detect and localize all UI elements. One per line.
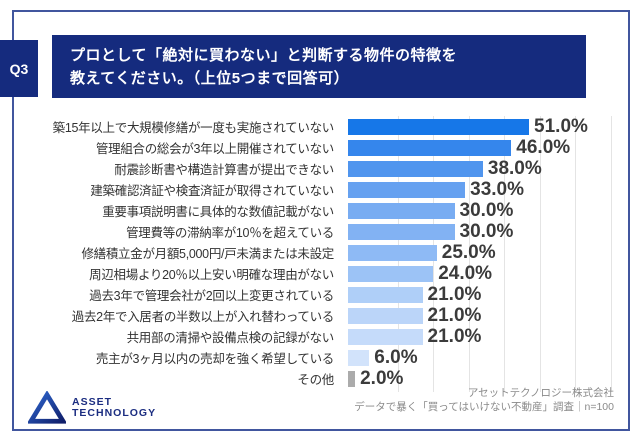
bar-zone: 21.0%	[348, 284, 482, 305]
question-number-badge: Q3	[0, 40, 38, 97]
row-label: 売主が3ヶ月以内の売却を強く希望している	[95, 352, 334, 366]
chart-row: 管理費等の滞納率が10％を超えている 30.0%	[14, 221, 626, 242]
bar	[348, 223, 455, 240]
chart-row: 建築確認済証や検査済証が取得されていない 33.0%	[14, 179, 626, 200]
value-label: 38.0%	[487, 158, 542, 179]
asset-technology-logo: ASSET TECHNOLOGY	[28, 391, 156, 425]
value-label: 2.0%	[360, 368, 404, 389]
row-label: 過去3年で管理会社が2回以上変更されている	[89, 289, 334, 303]
bar	[348, 160, 483, 177]
row-label: その他	[297, 373, 334, 387]
value-label: 33.0%	[470, 179, 525, 200]
value-label: 25.0%	[441, 242, 496, 263]
bar	[348, 202, 455, 219]
bar	[348, 307, 423, 324]
chart-row: 過去2年で入居者の半数以上が入れ替わっている 21.0%	[14, 305, 626, 326]
bar-zone: 2.0%	[348, 368, 404, 389]
chart-row: 築15年以上で大規模修繕が一度も実施されていない 51.0%	[14, 116, 626, 137]
logo-word-asset: ASSET	[72, 396, 113, 408]
logo-word-technology: TECHNOLOGY	[72, 407, 157, 419]
bar	[348, 265, 434, 282]
source-attribution: アセットテクノロジー株式会社 データで暴く「買ってはいけない不動産」調査｜n=1…	[354, 386, 614, 414]
gridline	[539, 116, 541, 392]
value-label: 24.0%	[438, 263, 493, 284]
gridline	[504, 116, 505, 392]
row-label: 過去2年で入居者の半数以上が入れ替わっている	[71, 310, 335, 324]
bar-zone: 21.0%	[348, 326, 482, 347]
gridline	[575, 116, 576, 392]
value-label: 46.0%	[516, 137, 571, 158]
chart-row: 耐震診断書や構造計算書が提出できない 38.0%	[14, 158, 626, 179]
question-title: プロとして「絶対に買わない」と判断する物件の特徴を 教えてください。（上位5つま…	[52, 35, 586, 98]
row-label: 管理費等の滞納率が10％を超えている	[126, 226, 334, 240]
bar	[348, 370, 356, 387]
chart-row: 共用部の清掃や設備点検の記録がない 21.0%	[14, 326, 626, 347]
bar	[348, 118, 530, 135]
chart-row: 修繕積立金が月額5,000円/戸未満または未設定 25.0%	[14, 242, 626, 263]
bar	[348, 328, 423, 345]
value-label: 21.0%	[427, 326, 482, 347]
bar	[348, 286, 423, 303]
chart-row: 管理組合の総会が3年以上開催されていない 46.0%	[14, 137, 626, 158]
bar-chart: 築15年以上で大規模修繕が一度も実施されていない 51.0% 管理組合の総会が3年以…	[14, 116, 626, 392]
chart-row: 売主が3ヶ月以内の売却を強く希望している 6.0%	[14, 347, 626, 368]
source-company: アセットテクノロジー株式会社	[467, 387, 614, 399]
question-title-line1: プロとして「絶対に買わない」と判断する物件の特徴を	[70, 46, 458, 64]
question-title-line2: 教えてください。（上位5つまで回答可）	[70, 69, 350, 87]
bar	[348, 244, 437, 261]
row-label: 管理組合の総会が3年以上開催されていない	[95, 142, 334, 156]
bar-zone: 24.0%	[348, 263, 493, 284]
bar	[348, 139, 512, 156]
row-label: 修繕積立金が月額5,000円/戸未満または未設定	[81, 247, 334, 261]
value-label: 21.0%	[427, 305, 482, 326]
value-label: 51.0%	[534, 116, 588, 137]
bar-zone: 46.0%	[348, 137, 571, 158]
bar	[348, 181, 466, 198]
bar-zone: 33.0%	[348, 179, 525, 200]
question-number-label: Q3	[9, 60, 29, 77]
row-label: 周辺相場より20％以上安い明確な理由がない	[89, 268, 334, 282]
row-label: 重要事項説明書に具体的な数値記載がない	[102, 205, 334, 219]
bar-zone: 25.0%	[348, 242, 496, 263]
bar-zone: 30.0%	[348, 200, 514, 221]
value-label: 21.0%	[427, 284, 482, 305]
chart-row: 重要事項説明書に具体的な数値記載がない 30.0%	[14, 200, 626, 221]
chart-row: 過去3年で管理会社が2回以上変更されている 21.0%	[14, 284, 626, 305]
gridline	[610, 116, 612, 392]
bar-zone: 38.0%	[348, 158, 542, 179]
chart-row: その他 2.0%	[14, 368, 626, 389]
value-label: 30.0%	[459, 221, 514, 242]
bar-zone: 6.0%	[348, 347, 418, 368]
source-survey: データで暴く「買ってはいけない不動産」調査｜n=100	[354, 401, 614, 413]
bar-zone: 30.0%	[348, 221, 514, 242]
bar-zone: 21.0%	[348, 305, 482, 326]
value-label: 30.0%	[459, 200, 514, 221]
row-label: 建築確認済証や検査済証が取得されていない	[90, 184, 334, 198]
row-label: 築15年以上で大規模修繕が一度も実施されていない	[52, 121, 335, 135]
chart-row: 周辺相場より20％以上安い明確な理由がない 24.0%	[14, 263, 626, 284]
triangle-logo-icon	[28, 391, 66, 424]
value-label: 6.0%	[374, 347, 418, 368]
bar-zone: 51.0%	[348, 116, 588, 137]
gridline	[468, 116, 470, 392]
logo-wordmark: ASSET TECHNOLOGY	[72, 397, 156, 419]
row-label: 耐震診断書や構造計算書が提出できない	[114, 163, 334, 177]
bar	[348, 349, 370, 366]
row-label: 共用部の清掃や設備点検の記録がない	[126, 331, 335, 345]
chart-rows: 築15年以上で大規模修繕が一度も実施されていない 51.0% 管理組合の総会が3年以…	[14, 116, 626, 389]
